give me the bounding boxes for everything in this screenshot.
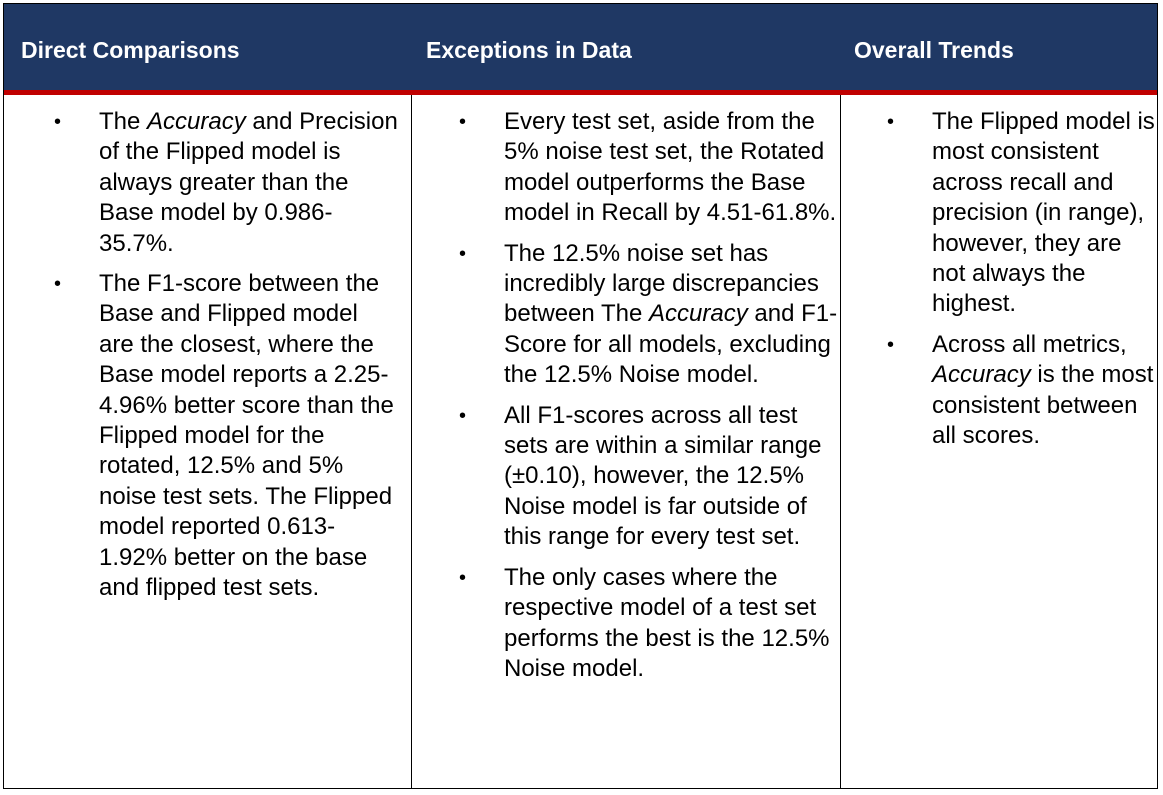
header-exceptions-in-data: Exceptions in Data: [426, 37, 632, 63]
list-item-text: The 12.5% noise set has incredibly large…: [504, 239, 838, 389]
list-item: • The F1-score between the Base and Flip…: [54, 269, 399, 603]
list-item-text: The F1-score between the Base and Flippe…: [99, 270, 394, 602]
bullet-icon: •: [459, 566, 467, 589]
bullet-icon: •: [459, 242, 467, 265]
list-item-text: The Flipped model is most consistent acr…: [932, 108, 1155, 318]
column-divider: [840, 95, 841, 788]
list-item-text: The Accuracy and Precision of the Flippe…: [99, 108, 398, 257]
bullet-icon: •: [459, 404, 467, 427]
list-item: • The Flipped model is most consistent a…: [887, 107, 1157, 320]
cell-exceptions-in-data: • Every test set, aside from the 5% nois…: [459, 95, 839, 684]
list-item-text: Across all metrics, Accuracy is the most…: [932, 330, 1154, 450]
list-item: • Across all metrics, Accuracy is the mo…: [887, 330, 1157, 452]
cell-overall-trends: • The Flipped model is most consistent a…: [887, 95, 1157, 451]
bullet-icon: •: [887, 333, 895, 356]
list-item: • The only cases where the respective mo…: [459, 563, 839, 685]
list-item: • The 12.5% noise set has incredibly lar…: [459, 239, 839, 391]
bullet-list: • The Accuracy and Precision of the Flip…: [54, 107, 399, 604]
bullet-icon: •: [54, 111, 62, 133]
summary-table: Direct Comparisons Exceptions in Data Ov…: [3, 3, 1158, 789]
list-item: • The Accuracy and Precision of the Flip…: [54, 107, 399, 259]
table-header-row: Direct Comparisons Exceptions in Data Ov…: [4, 4, 1157, 95]
header-overall-trends: Overall Trends: [854, 37, 1014, 63]
header-direct-comparisons: Direct Comparisons: [21, 37, 240, 63]
list-item-text: All F1-scores across all test sets are w…: [504, 401, 822, 551]
bullet-icon: •: [887, 111, 895, 133]
bullet-list: • Every test set, aside from the 5% nois…: [459, 107, 839, 684]
list-item-text: Every test set, aside from the 5% noise …: [504, 108, 837, 227]
list-item: • Every test set, aside from the 5% nois…: [459, 107, 839, 229]
bullet-icon: •: [459, 111, 467, 133]
bullet-icon: •: [54, 273, 62, 296]
cell-direct-comparisons: • The Accuracy and Precision of the Flip…: [54, 95, 399, 604]
bullet-list: • The Flipped model is most consistent a…: [887, 107, 1157, 451]
list-item-text: The only cases where the respective mode…: [504, 563, 830, 682]
list-item: • All F1-scores across all test sets are…: [459, 401, 839, 553]
column-divider: [411, 95, 412, 788]
